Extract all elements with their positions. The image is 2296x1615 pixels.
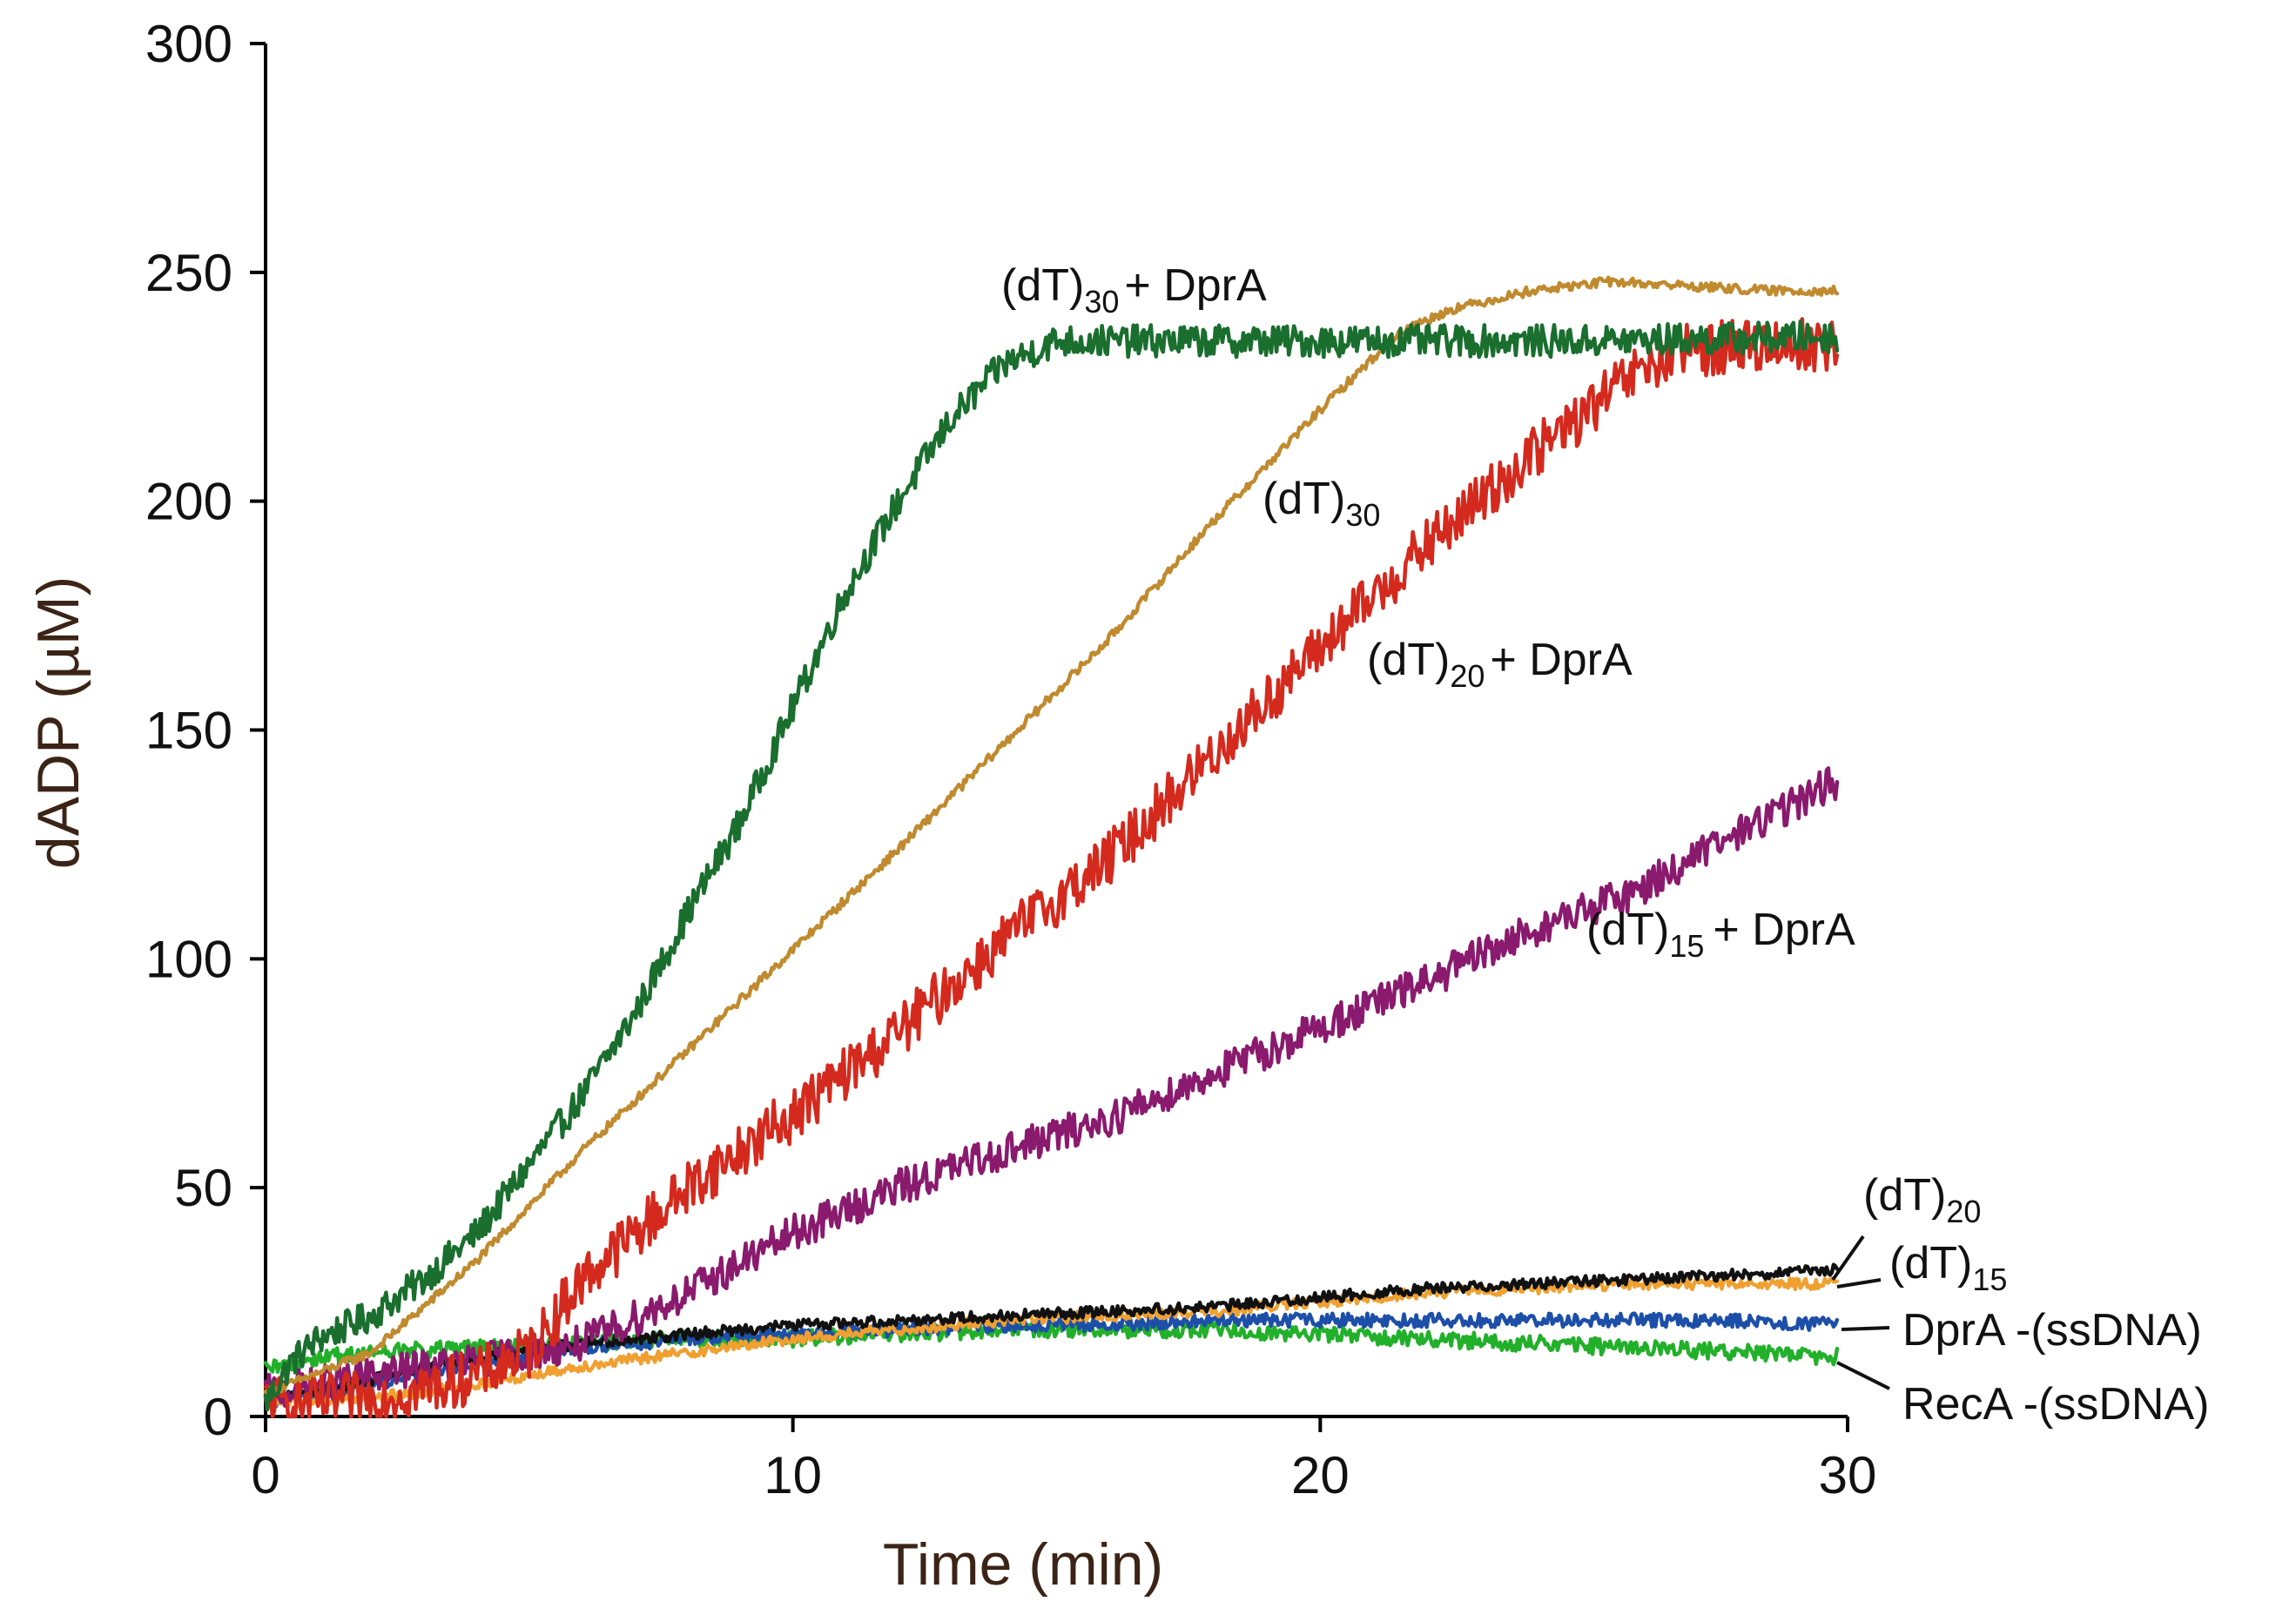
label-dpra-ssdna: DprA -(ssDNA)	[1902, 1305, 2202, 1356]
x-axis-title: Time (min)	[883, 1531, 1163, 1598]
x-axis-ticks: 0 10 20 30	[251, 1416, 1876, 1504]
y-tick-label: 50	[174, 1159, 232, 1217]
y-tick-label: 200	[145, 473, 232, 531]
y-tick-label: 150	[145, 702, 232, 760]
label-dt15: (dT)15	[1889, 1238, 2007, 1297]
label-dt30-dpra: (dT)30 + DprA	[1001, 260, 1267, 320]
x-tick-label: 10	[764, 1446, 822, 1504]
leader-reca-ssdna	[1836, 1361, 1890, 1390]
label-dt20-dpra: (dT)20 + DprA	[1367, 635, 1633, 694]
label-dt30: (dT)30	[1262, 474, 1380, 533]
y-tick-label: 100	[145, 930, 232, 988]
series-line-dt-20-dpra	[263, 317, 1840, 1419]
x-tick-label: 0	[251, 1446, 279, 1504]
y-tick-label: 0	[204, 1388, 232, 1446]
label-dt20: (dT)20	[1863, 1170, 1981, 1229]
y-tick-label: 300	[145, 15, 232, 73]
label-reca-ssdna: RecA -(ssDNA)	[1902, 1379, 2209, 1430]
leader-dt20	[1831, 1235, 1865, 1282]
x-tick-label: 20	[1291, 1446, 1350, 1504]
series-line-dt-30	[263, 275, 1840, 1400]
y-axis-title: dADP (µM)	[25, 576, 91, 869]
leader-dt15	[1836, 1278, 1882, 1289]
y-axis-ticks: 0 50 100 150 200 250 300	[145, 15, 266, 1446]
leader-dpra-ssdna	[1841, 1326, 1890, 1331]
x-tick-label: 30	[1819, 1446, 1877, 1504]
series-layer	[263, 275, 1840, 1419]
label-dt15-dpra: (dT)15 + DprA	[1586, 905, 1855, 964]
series-line-dt-30-dpra	[263, 319, 1840, 1412]
y-tick-label: 250	[145, 244, 232, 302]
